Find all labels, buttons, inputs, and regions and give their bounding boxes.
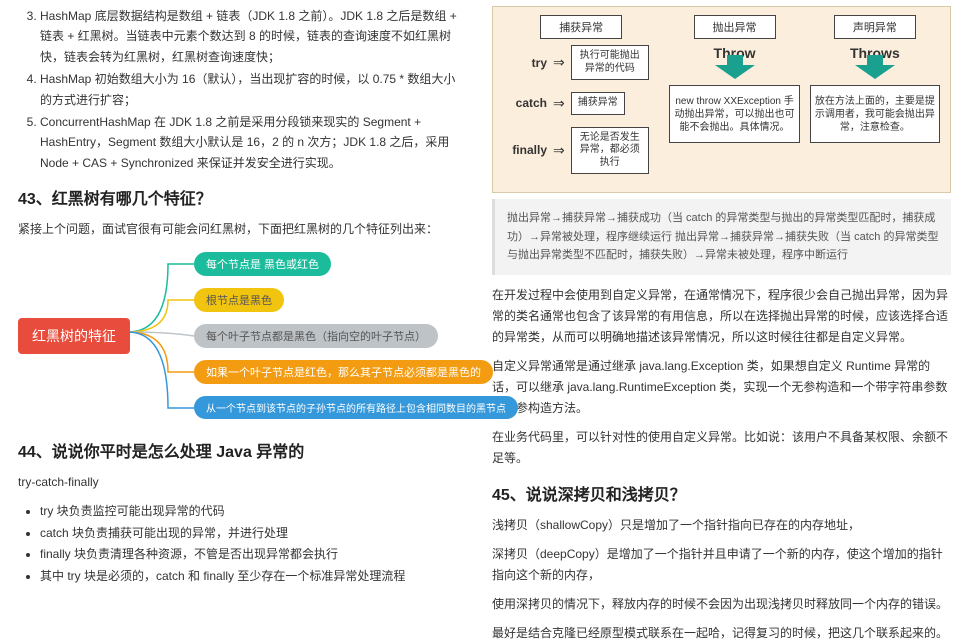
mind-node-1: 每个节点是 黑色或红色 [194,252,331,276]
arrow-down-icon [855,65,895,79]
arrow-icon: ⇒ [553,95,565,112]
heading-45: 45、说说深拷贝和浅拷贝？ [492,481,951,505]
para: 使用深拷贝的情况下，释放内存的时候不会因为出现浅拷贝时释放同一个内存的错误。 [492,594,951,615]
arrow-icon: ⇒ [553,54,565,71]
diagram-col-catch: 捕获异常 try ⇒ 执行可能抛出异常的代码 catch ⇒ 捕获异常 fina… [503,15,659,180]
heading-44: 44、说说你平时是怎么处理 Java 异常的 [18,438,462,462]
para: 浅拷贝（shallowCopy）只是增加了一个指针指向已存在的内存地址， [492,515,951,536]
stage-catch: catch ⇒ 捕获异常 [503,92,659,115]
exception-flow-note: 抛出异常→捕获异常→捕获成功（当 catch 的异常类型与抛出的异常类型匹配时，… [492,199,951,275]
list-item: try 块负责监控可能出现异常的代码 [40,501,462,523]
label-try: try [503,56,547,70]
mind-node-4: 如果一个叶子节点是红色，那么其子节点必须都是黑色的 [194,360,493,384]
diagram-col-throws: 声明异常 Throws 放在方法上面的，主要是提示调用者，我可能会抛出异常，注意… [810,15,940,180]
list-item: HashMap 底层数据结构是数组 + 链表（JDK 1.8 之前）。JDK 1… [40,6,462,67]
diagram-col-throw: 抛出异常 Throw new throw XXException 手动抛出异常，… [669,15,799,180]
mind-node-5: 从一个节点到该节点的子孙节点的所有路径上包含相同数目的黑节点 [194,396,518,419]
para: 自定义异常通常是通过继承 java.lang.Exception 类，如果想自定… [492,356,951,419]
para: 深拷贝（deepCopy）是增加了一个指针并且申请了一个新的内存，使这个增加的指… [492,544,951,586]
arrow-icon: ⇒ [553,142,565,159]
list-item: 其中 try 块是必须的，catch 和 finally 至少存在一个标准异常处… [40,566,462,588]
col-head-3: 声明异常 [834,15,916,39]
label-finally: finally [503,143,547,157]
para: 最好是结合克隆已经原型模式联系在一起哈，记得复习的时候，把这几个联系起来的。 [492,623,951,644]
catch-box: 捕获异常 [571,92,625,115]
list-item: ConcurrentHashMap 在 JDK 1.8 之前是采用分段锁来现实的… [40,112,462,173]
heading-43: 43、红黑树有哪几个特征？ [18,185,462,209]
mind-node-2: 根节点是黑色 [194,288,284,312]
right-column: 捕获异常 try ⇒ 执行可能抛出异常的代码 catch ⇒ 捕获异常 fina… [480,0,969,522]
list-item: finally 块负责清理各种资源，不管是否出现异常都会执行 [40,544,462,566]
throw-box: new throw XXException 手动抛出异常，可以抛出也可能不会抛出… [669,85,799,143]
try-box: 执行可能抛出异常的代码 [571,45,649,80]
list-item: HashMap 初始数组大小为 16（默认），当出现扩容的时候，以 0.75 *… [40,69,462,110]
intro-44: try-catch-finally [18,472,462,493]
throws-box: 放在方法上面的，主要是提示调用者，我可能会抛出异常，注意检查。 [810,85,940,143]
mind-root: 红黑树的特征 [18,318,130,354]
para: 在开发过程中会使用到自定义异常，在通常情况下，程序很少会自己抛出异常，因为异常的… [492,285,951,348]
mindmap: 红黑树的特征 每个节点是 黑色或红色 根节点是黑色 每个叶子节点都是黑色（指向空… [18,248,462,422]
hashmap-list: HashMap 底层数据结构是数组 + 链表（JDK 1.8 之前）。JDK 1… [18,6,462,173]
label-catch: catch [503,96,547,110]
stage-finally: finally ⇒ 无论是否发生异常，都必须执行 [503,127,659,175]
mind-node-3: 每个叶子节点都是黑色（指向空的叶子节点） [194,324,438,348]
col-head-1: 捕获异常 [540,15,622,39]
col-head-2: 抛出异常 [694,15,776,39]
left-column: HashMap 底层数据结构是数组 + 链表（JDK 1.8 之前）。JDK 1… [0,0,480,522]
finally-box: 无论是否发生异常，都必须执行 [571,127,649,175]
exception-steps: try 块负责监控可能出现异常的代码 catch 块负责捕获可能出现的异常，并进… [18,501,462,587]
para: 在业务代码里，可以针对性的使用自定义异常。比如说：该用户不具备某权限、余额不足等… [492,427,951,469]
exception-diagram: 捕获异常 try ⇒ 执行可能抛出异常的代码 catch ⇒ 捕获异常 fina… [492,6,951,193]
arrow-down-icon [715,65,755,79]
list-item: catch 块负责捕获可能出现的异常，并进行处理 [40,523,462,545]
intro-43: 紧接上个问题，面试官很有可能会问红黑树，下面把红黑树的几个特征列出来： [18,219,462,240]
stage-try: try ⇒ 执行可能抛出异常的代码 [503,45,659,80]
